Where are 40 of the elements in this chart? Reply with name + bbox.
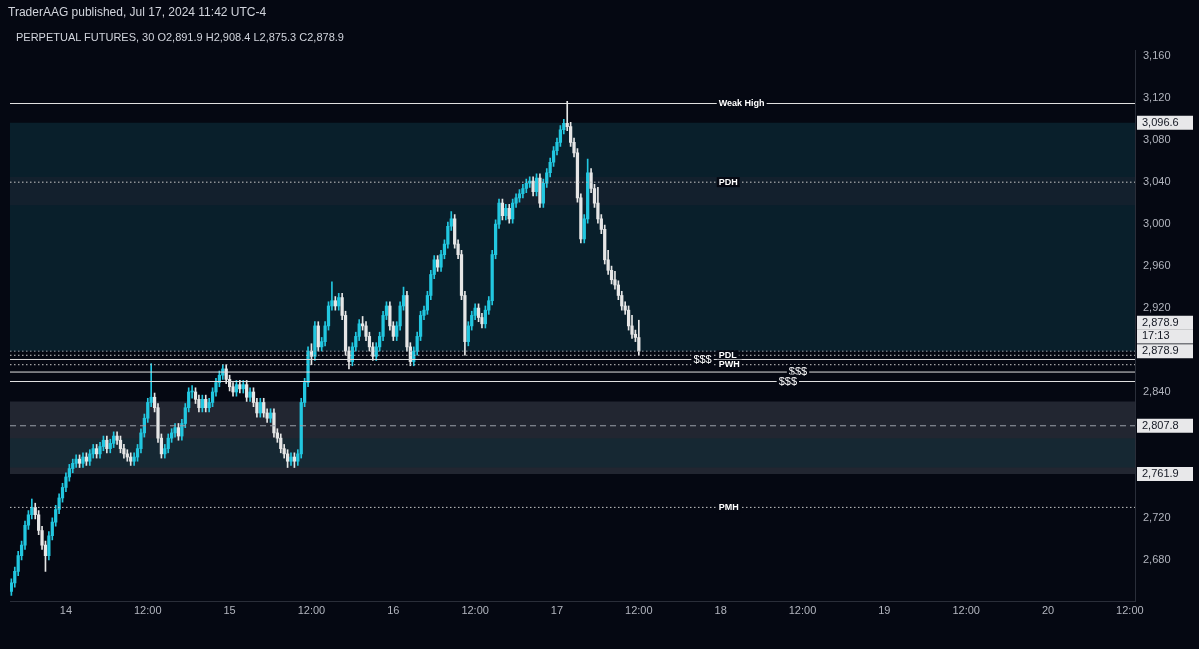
- x-tick-label: 12:00: [788, 604, 817, 617]
- y-tick-label: 3,000: [1143, 217, 1171, 230]
- annotation: 2,878.9: [1142, 315, 1179, 328]
- y-tick-label: 3,160: [1143, 49, 1171, 62]
- y-tick-label: 2,840: [1143, 385, 1171, 398]
- ref-line-label: PWH: [718, 359, 740, 370]
- x-tick-label: 12:00: [625, 604, 653, 617]
- annotation: $$$: [693, 352, 712, 365]
- ref-line-label: PMH: [718, 501, 739, 512]
- y-tick-label: 3,040: [1143, 175, 1171, 188]
- annotation: 3,096.6: [1142, 115, 1179, 128]
- annotation: $$$: [778, 374, 797, 387]
- y-tick-label: 2,920: [1143, 301, 1171, 314]
- ref-line-label: PDH: [718, 176, 738, 187]
- annotation: 2,807.8: [1142, 418, 1179, 431]
- x-tick-label: 18: [714, 604, 727, 617]
- y-tick-label: 2,720: [1143, 510, 1171, 523]
- y-tick-label: 3,120: [1143, 91, 1171, 104]
- x-tick-label: 12:00: [461, 604, 489, 617]
- x-tick-label: 15: [223, 604, 236, 617]
- y-tick-label: 2,680: [1143, 552, 1171, 565]
- ref-line-label: Weak High: [718, 97, 765, 108]
- x-tick-label: 16: [387, 604, 400, 617]
- annotation: $$$: [788, 365, 808, 378]
- x-tick-label: 19: [878, 604, 891, 617]
- chart-title: PERPETUAL FUTURES, 30 O2,891.9 H2,908.4 L2,875.3 C2,878.9: [16, 31, 344, 43]
- x-tick-label: 12:00: [952, 604, 980, 617]
- x-tick-label: 12:00: [1116, 604, 1144, 617]
- annotation: 17:13: [1142, 329, 1170, 342]
- annotation: 2,878.9: [1142, 344, 1179, 357]
- ref-line-label: PDL: [718, 349, 738, 360]
- annotation: 2,761.9: [1142, 466, 1179, 479]
- x-tick-label: 12:00: [134, 604, 162, 617]
- x-tick-label: 17: [550, 604, 564, 617]
- y-tick-label: 2,960: [1143, 259, 1171, 272]
- x-tick-label: 12:00: [297, 604, 326, 617]
- x-tick-label: 20: [1041, 604, 1055, 617]
- x-tick-label: 14: [59, 604, 73, 617]
- chart-subtitle: TraderAAG published, Jul 17, 2024 11:42 UTC-4: [8, 5, 267, 19]
- y-tick-label: 3,080: [1143, 133, 1171, 146]
